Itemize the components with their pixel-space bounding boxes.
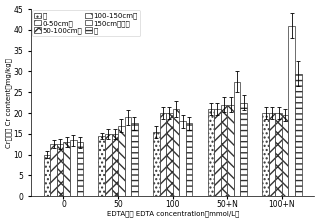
Legend: 根, 0-50cm茎, 50-100cm茎, 100-150cm茎, 150cm以上茎, 叶: 根, 0-50cm茎, 50-100cm茎, 100-150cm茎, 150cm… bbox=[32, 10, 140, 36]
X-axis label: EDTA浓度 EDTA concentration（mmol/L）: EDTA浓度 EDTA concentration（mmol/L） bbox=[107, 211, 239, 217]
Bar bbox=[76, 142, 83, 196]
Bar bbox=[173, 109, 179, 196]
Bar bbox=[105, 134, 112, 196]
Bar bbox=[269, 113, 275, 196]
Bar bbox=[227, 105, 234, 196]
Bar bbox=[186, 124, 192, 196]
Bar bbox=[131, 124, 138, 196]
Bar bbox=[179, 121, 186, 196]
Bar bbox=[166, 113, 173, 196]
Bar bbox=[295, 74, 301, 196]
Bar bbox=[234, 82, 240, 196]
Bar bbox=[63, 142, 70, 196]
Bar bbox=[221, 105, 227, 196]
Y-axis label: Cr的含量 Cr content（mg/kg）: Cr的含量 Cr content（mg/kg） bbox=[5, 58, 12, 148]
Bar bbox=[57, 144, 63, 196]
Bar bbox=[160, 113, 166, 196]
Bar bbox=[125, 117, 131, 196]
Bar bbox=[275, 113, 282, 196]
Bar bbox=[50, 144, 57, 196]
Bar bbox=[208, 109, 214, 196]
Bar bbox=[214, 109, 221, 196]
Bar bbox=[99, 136, 105, 196]
Bar bbox=[240, 103, 247, 196]
Bar bbox=[118, 126, 125, 196]
Bar bbox=[262, 113, 269, 196]
Bar bbox=[153, 132, 160, 196]
Bar bbox=[44, 155, 50, 196]
Bar bbox=[112, 134, 118, 196]
Bar bbox=[282, 115, 288, 196]
Bar bbox=[288, 26, 295, 196]
Bar bbox=[70, 140, 76, 196]
